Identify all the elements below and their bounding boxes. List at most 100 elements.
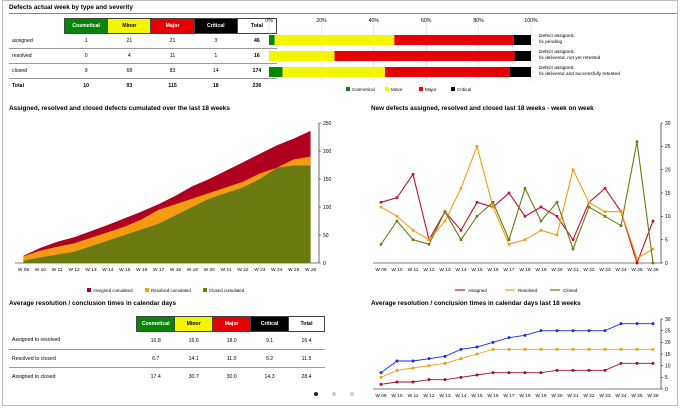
cell-value: 4 (107, 48, 151, 64)
data-point (635, 347, 639, 351)
axis-tick-label: 80% (473, 18, 484, 24)
pager-dot[interactable] (314, 392, 318, 396)
x-tick-label: W 12 (423, 267, 435, 273)
cell-total: 236 (252, 83, 262, 90)
bar-segment (509, 67, 531, 77)
data-point (555, 233, 559, 237)
data-point (507, 371, 511, 375)
x-tick-label: W 16 (487, 393, 499, 399)
legend-swatch (419, 87, 423, 91)
data-point (539, 329, 543, 333)
y-tick-label: 0 (665, 387, 668, 393)
y-tick-label: 0 (665, 261, 668, 267)
data-point (555, 368, 559, 372)
table-row: Resolved to closed 6.7 14.1 11.0 5.2 11.… (9, 349, 325, 368)
x-tick-label: W 25 (288, 267, 300, 273)
cell-total: 28.4 (301, 373, 312, 380)
x-tick-label: W 19 (535, 267, 547, 273)
line-series (380, 141, 654, 264)
line-series (380, 173, 654, 265)
line-series (380, 348, 653, 378)
data-point (603, 215, 607, 218)
data-point (651, 361, 655, 365)
data-point (475, 345, 479, 349)
y-tick-label: 20 (665, 167, 671, 173)
x-tick-label: W 19 (535, 393, 547, 399)
bar-segment (334, 51, 515, 61)
bar-segment (269, 67, 283, 77)
cell-total: 16.4 (288, 331, 325, 350)
cell-value: 9.1 (250, 331, 289, 350)
legend-swatch (203, 288, 207, 292)
data-point (395, 219, 399, 223)
data-point (603, 347, 607, 351)
data-point (379, 371, 383, 375)
x-tick-label: W 23 (599, 267, 611, 273)
cell-value: 21 (150, 33, 195, 49)
table-row: resolved 0 4 11 1 16 (9, 48, 277, 64)
x-tick-label: W 10 (391, 267, 403, 273)
x-tick-label: W 20 (551, 267, 563, 273)
data-point (459, 357, 463, 361)
cell-value: 3 (194, 33, 238, 49)
cell-value: 14.3 (264, 373, 275, 380)
data-point (411, 238, 415, 241)
data-point (491, 201, 495, 204)
data-point (539, 371, 543, 375)
data-point (523, 347, 527, 351)
data-point (507, 336, 511, 340)
x-tick-label: W 17 (153, 267, 165, 273)
y-tick-label: 0 (323, 261, 326, 267)
data-point (459, 238, 463, 241)
data-point (523, 333, 527, 337)
x-tick-label: W 22 (237, 267, 249, 273)
x-tick-label: W 11 (408, 267, 419, 273)
data-point (507, 191, 511, 195)
data-point (635, 257, 639, 260)
data-point (651, 347, 655, 351)
data-point (587, 329, 591, 333)
cell-value: 30.0 (226, 373, 237, 380)
legend-label: Assigned cumulated (93, 288, 133, 293)
x-tick-label: W 21 (567, 267, 579, 273)
header-major: Major (212, 316, 252, 332)
data-point (619, 361, 623, 365)
data-point (619, 224, 623, 227)
data-point (523, 215, 527, 218)
bar-segment (269, 35, 275, 45)
cell-total: 16 (237, 48, 277, 64)
x-tick-label: W 22 (583, 393, 595, 399)
cell-value: 14 (194, 63, 238, 79)
cell-value: 1 (194, 48, 238, 64)
data-point (395, 380, 399, 384)
x-tick-label: W 21 (221, 267, 233, 273)
data-point (459, 375, 463, 379)
data-point (571, 347, 575, 351)
data-point (475, 145, 479, 148)
x-tick-label: W 12 (69, 267, 81, 273)
cell-value: 9 (64, 63, 108, 79)
header-minor: Minor (174, 316, 214, 332)
data-point (475, 352, 479, 356)
header-cosmetical: Cosmetical (136, 316, 176, 332)
x-tick-label: W 18 (519, 267, 531, 273)
x-tick-label: W 24 (271, 267, 283, 273)
cell-value: 5.2 (250, 349, 289, 368)
data-point (619, 347, 623, 351)
cell-value: 21 (107, 33, 151, 49)
data-point (603, 368, 607, 372)
x-tick-label: W 17 (503, 393, 515, 399)
cell-value: 18.0 (212, 331, 251, 350)
pager-dot[interactable] (350, 392, 354, 396)
header-total: Total (236, 18, 278, 34)
data-point (379, 205, 383, 209)
axis-tick-label: 0% (265, 18, 273, 24)
pager-dot[interactable] (332, 392, 336, 396)
table-row: Assigned to closed 17.4 30.7 30.0 14.3 2… (9, 368, 325, 386)
x-tick-label: W 11 (408, 393, 419, 399)
legend-label: Minor (391, 87, 403, 92)
header-critical: Critical (250, 316, 290, 332)
bar-annotation: Defect assigned, (539, 65, 575, 71)
cell-value: 30.7 (188, 373, 199, 380)
